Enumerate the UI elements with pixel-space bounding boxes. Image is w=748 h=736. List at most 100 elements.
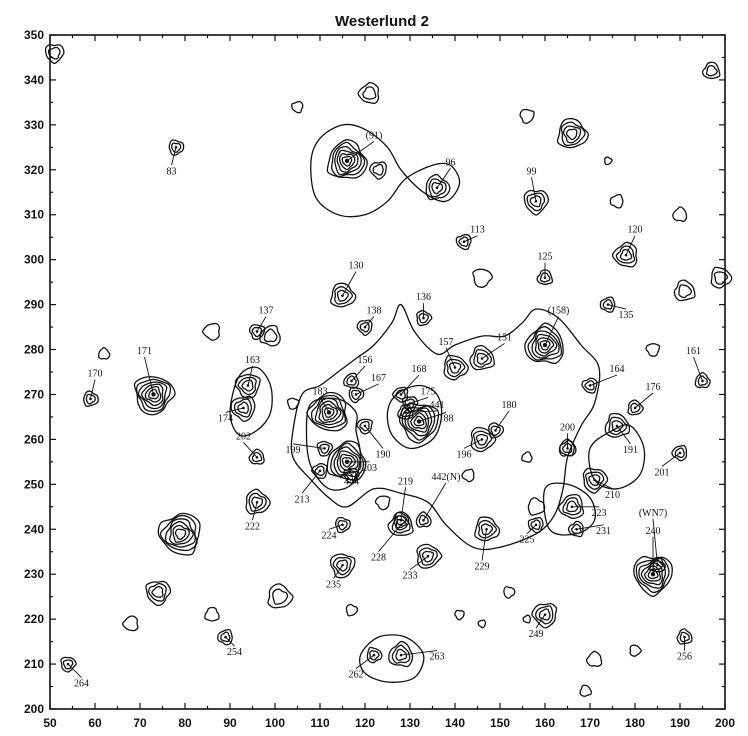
source-contour — [519, 108, 535, 124]
source-contour — [477, 619, 487, 629]
x-tick-label: 160 — [535, 716, 555, 730]
y-tick-label: 240 — [24, 522, 44, 536]
star-label: 228 — [371, 553, 386, 564]
label-leader-line — [589, 374, 618, 386]
source-contour — [477, 519, 498, 539]
star-label: 263 — [430, 652, 445, 663]
y-tick-label: 340 — [24, 73, 44, 87]
source-contour — [148, 388, 159, 400]
source-contour — [341, 155, 353, 167]
star-label: 225 — [520, 535, 535, 546]
source-contour — [341, 457, 353, 468]
source-contour — [556, 118, 589, 149]
source-contour — [395, 648, 408, 661]
label-leader-line — [693, 356, 703, 382]
source-contour — [366, 646, 383, 664]
label-leader-line — [594, 479, 613, 490]
y-tick-label: 250 — [24, 477, 44, 491]
x-tick-label: 60 — [88, 716, 102, 730]
x-tick-label: 130 — [400, 716, 420, 730]
source-contour — [316, 440, 334, 457]
star-label: 136 — [416, 292, 431, 303]
source-contour — [237, 401, 249, 414]
extended-contour — [290, 303, 601, 551]
label-leader-line — [409, 555, 429, 571]
source-contour — [248, 448, 265, 465]
label-leader-line — [634, 392, 654, 409]
source-peak — [422, 316, 425, 320]
source-contour — [306, 391, 348, 432]
source-contour — [171, 142, 182, 154]
source-contour — [164, 518, 196, 548]
source-contour — [611, 420, 624, 432]
source-contour — [611, 241, 638, 268]
source-contour — [387, 511, 414, 536]
star-label: 113 — [470, 225, 485, 236]
star-label: 441 — [430, 400, 445, 411]
star-label: 83 — [167, 166, 177, 177]
label-leader-line — [405, 410, 438, 413]
star-label: 151 — [497, 333, 512, 344]
source-contour — [251, 451, 263, 463]
source-contour — [503, 586, 516, 599]
source-contour — [565, 128, 578, 141]
source-contour — [473, 348, 492, 368]
label-leader-line — [378, 524, 402, 553]
y-tick-label: 320 — [24, 163, 44, 177]
star-label: 235 — [326, 580, 341, 591]
source-contour — [644, 565, 662, 582]
label-leader-line — [256, 316, 267, 332]
y-tick-label: 230 — [24, 567, 44, 581]
source-contour — [603, 156, 613, 166]
x-tick-label: 180 — [625, 716, 645, 730]
source-contour — [585, 471, 605, 490]
star-label: 183 — [313, 386, 328, 397]
star-label: 229 — [475, 562, 490, 573]
label-leader-line — [400, 374, 420, 395]
star-label: 199 — [286, 445, 301, 456]
x-tick-label: 110 — [310, 716, 330, 730]
label-leader-line — [423, 482, 447, 521]
label-leader-line — [292, 443, 325, 449]
source-contour — [558, 494, 585, 519]
y-tick-label: 310 — [24, 208, 44, 222]
source-contour — [329, 553, 356, 579]
source-contour — [263, 328, 278, 343]
source-contour — [579, 684, 592, 697]
source-contour — [393, 512, 410, 529]
source-contour — [522, 614, 531, 624]
label-leader-line — [436, 168, 451, 189]
source-contour — [169, 521, 194, 545]
source-contour — [326, 139, 368, 179]
star-label: 138 — [367, 306, 382, 317]
y-tick-label: 270 — [24, 387, 44, 401]
star-label: 175 — [421, 386, 436, 397]
star-label: 163 — [245, 355, 260, 366]
source-contour — [314, 397, 344, 426]
star-label: (91) — [366, 130, 383, 141]
x-tick-label: 50 — [43, 716, 57, 730]
source-contour — [558, 438, 577, 457]
star-label: 442(N) — [432, 472, 461, 483]
source-contour — [272, 588, 289, 605]
source-contour — [673, 279, 696, 302]
source-contour — [627, 399, 644, 416]
source-contour — [476, 352, 489, 365]
source-contour — [527, 516, 544, 534]
label-leader-line — [144, 356, 154, 395]
source-contour — [321, 403, 338, 421]
label-leader-line — [225, 636, 235, 647]
star-label: 196 — [457, 449, 472, 460]
source-contour — [339, 153, 356, 171]
source-contour — [710, 266, 733, 289]
star-label: 202 — [236, 431, 251, 442]
source-contour — [330, 141, 366, 178]
source-contour — [647, 568, 659, 580]
source-contour — [410, 412, 427, 430]
source-contour — [318, 400, 342, 424]
x-tick-label: 190 — [670, 716, 690, 730]
star-label: 264 — [74, 679, 89, 690]
source-contour — [336, 149, 359, 173]
label-leader-line — [481, 343, 505, 359]
